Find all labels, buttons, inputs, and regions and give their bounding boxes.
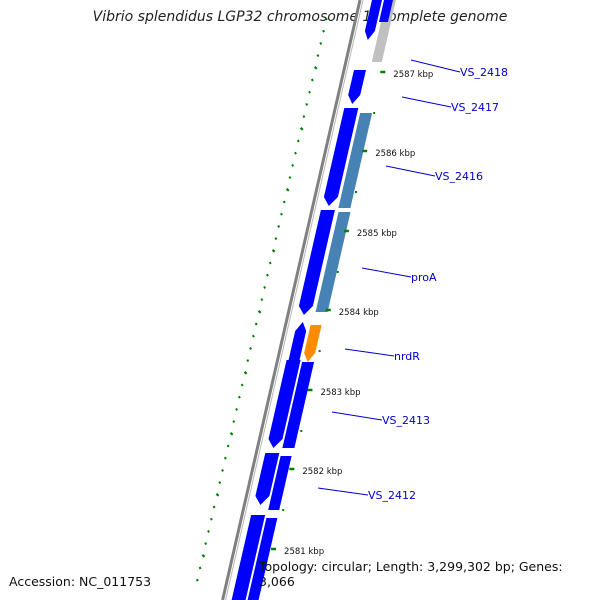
backbone-outer-line — [221, 0, 362, 600]
gc-dot — [246, 359, 250, 363]
ruler-label: 2587 kbp — [393, 70, 433, 80]
gc-dot — [254, 322, 258, 326]
gc-dot — [294, 151, 297, 155]
ruler-label: 2581 kbp — [284, 547, 324, 557]
ruler-label: 2586 kbp — [375, 149, 415, 159]
gene-block — [268, 360, 301, 448]
gene-block — [231, 515, 266, 600]
gc-dot — [305, 102, 309, 106]
gc-dot — [310, 78, 314, 82]
gc-dot — [324, 17, 328, 21]
gc-dot — [313, 65, 318, 70]
gc-dot — [319, 41, 323, 45]
gc-dot — [201, 553, 206, 558]
gene-block — [371, 0, 396, 62]
gc-dot — [260, 298, 264, 302]
gc-dot — [285, 187, 290, 192]
gc-dot — [204, 542, 208, 546]
ruler-track: 2587 kbp 2586 kbp 2585 kbp 2584 kbp 2583 kbp… — [271, 70, 433, 557]
gene-label-leader — [361, 267, 412, 278]
gc-dot — [252, 334, 255, 338]
gc-dot — [288, 176, 292, 180]
genome-summary-text: Topology: circular; Length: 3,299,302 bp… — [259, 559, 563, 589]
gene-block — [338, 113, 373, 208]
gene-label: VS_2417 — [451, 101, 499, 114]
gc-dot — [232, 420, 236, 424]
gene-block — [348, 70, 366, 104]
gc-dot — [263, 285, 267, 289]
gene-block — [255, 453, 280, 505]
gene-block — [268, 456, 292, 510]
gene-block — [247, 518, 278, 600]
gene-block — [282, 362, 315, 448]
gene-label-leader — [331, 411, 383, 421]
gene-label: nrdR — [394, 350, 420, 363]
ruler-label: 2585 kbp — [357, 229, 397, 239]
gc-dot — [243, 370, 248, 375]
gene-block — [304, 325, 322, 362]
gc-dot — [282, 200, 286, 204]
gene-block — [364, 0, 382, 40]
accession-text: Accession: NC_011753 — [9, 574, 152, 589]
gc-dot — [277, 224, 281, 228]
gene-block — [323, 108, 359, 206]
backbone-inner-line — [225, 0, 364, 600]
gene-label-leader — [385, 165, 436, 177]
gc-dot — [296, 139, 300, 143]
gc-dot — [207, 529, 210, 533]
map-title: Vibrio splendidus LGP32 chromosome 1, co… — [92, 9, 508, 25]
gc-dot — [316, 54, 320, 58]
gc-dot — [218, 481, 222, 485]
gc-dot — [280, 212, 283, 216]
gc-dot — [257, 309, 262, 314]
gene-label: VS_2412 — [368, 489, 416, 502]
gene-label: VS_2413 — [382, 414, 430, 427]
gc-dot — [235, 407, 238, 411]
gc-dot — [291, 163, 295, 167]
gc-dot — [195, 578, 199, 582]
ruler-label: 2584 kbp — [339, 308, 379, 318]
gene-block — [298, 210, 335, 315]
gc-dot — [271, 248, 276, 253]
gene-track — [231, 0, 396, 600]
gene-label-track: VS_2418 VS_2417 VS_2416 proA nrdR VS_2413 VS_2… — [317, 59, 508, 502]
gc-dot — [237, 395, 241, 399]
gc-dot — [240, 383, 244, 387]
ruler-label: 2583 kbp — [320, 388, 360, 398]
backbone-track — [221, 0, 364, 600]
gc-dot — [215, 492, 220, 497]
gc-dot — [299, 126, 304, 131]
gene-label-leader — [401, 96, 452, 108]
gc-dot — [249, 346, 252, 350]
gene-label: VS_2418 — [460, 66, 508, 79]
gc-dot — [322, 29, 325, 33]
gene-label: proA — [411, 271, 437, 284]
gc-dot — [274, 237, 278, 241]
gc-dot — [308, 90, 311, 94]
gc-dot — [229, 431, 234, 436]
gc-dot — [198, 566, 202, 570]
gene-block — [379, 0, 393, 22]
gene-label-leader — [410, 59, 461, 73]
gc-dots-track — [195, 17, 328, 582]
gc-dot — [223, 456, 227, 460]
gene-block — [315, 212, 351, 312]
gc-dot — [268, 261, 272, 265]
ruler-label: 2582 kbp — [302, 467, 342, 477]
gc-dot — [226, 444, 230, 448]
gc-dot — [302, 115, 306, 119]
gc-dot — [221, 468, 224, 472]
gene-label-leader — [344, 348, 395, 357]
gc-dot — [266, 273, 269, 277]
gene-label-leader — [317, 487, 369, 496]
gc-dot — [212, 505, 216, 509]
gene-label: VS_2416 — [435, 170, 483, 183]
gc-dot — [209, 517, 213, 521]
